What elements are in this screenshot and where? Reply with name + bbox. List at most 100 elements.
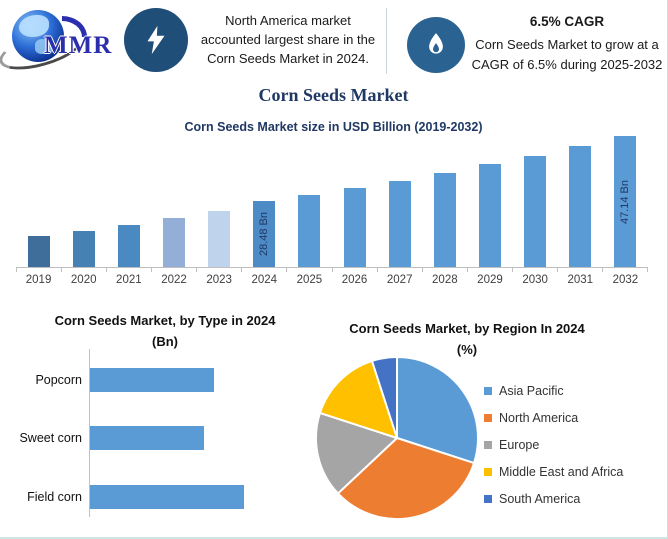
bar-data-label-2032: 47.14 Bn [619,179,632,224]
market-size-chart-title: Corn Seeds Market size in USD Billion (2… [184,120,483,134]
legend-marker [484,467,492,476]
callout-line: North America market [225,13,351,28]
pie-slice-asia-pacific [396,356,479,465]
bar-cell-2027 [377,136,422,267]
legend-item-europe: Europe [484,431,623,458]
y-axis-line [89,349,90,517]
legend-marker [484,494,492,503]
pie-svg [315,355,479,521]
axis-tick [421,268,467,272]
bar-cell-2025 [287,136,332,267]
axis-tick [556,268,602,272]
axis-tick [106,268,151,272]
legend-label: Middle East and Africa [499,464,624,479]
x-axis-labels: 2019 2020 2021 2022 2023 2024 2025 2026 2027 2028… [16,272,648,286]
bar-2027 [388,181,411,267]
legend-marker [484,413,492,422]
bar-2021 [117,225,140,267]
bar-cell-2028 [422,136,467,267]
bottom-accent-line [0,537,667,539]
x-label-2019: 2019 [25,274,52,286]
x-label-2027: 2027 [386,274,413,286]
pie-slice-south-america [370,355,398,439]
legend-item-asia-pacific: Asia Pacific [484,377,623,404]
pie-legend: Asia Pacific North America Europe Middle Ea… [484,377,623,512]
by-region-pie-chart [313,354,481,522]
bar-2024: 28.48 Bn [253,201,276,267]
by-type-chart-title: Corn Seeds Market, by Type in 2024 (Bn) [10,310,320,352]
header-right-callout: 6.5% CAGR Corn Seeds Market to grow at a… [470,12,664,75]
by-type-bar-chart: Popcorn Sweet corn Field corn [0,349,320,519]
callout-line: Corn Seeds Market to grow at a [475,37,659,52]
pie-slice-europe [315,411,398,495]
type-bar [90,485,244,509]
legend-item-north-america: North America [484,404,623,431]
market-size-bar-chart: 28.48 Bn 47.14 Bn 2019 2020 2021 2022 2023 202… [16,136,649,286]
axis-tick [331,268,377,272]
axis-tick [16,268,61,272]
bar-2030 [524,156,547,267]
axis-tick [196,268,241,272]
cagr-title: 6.5% CAGR [529,14,605,29]
pie-slice-north-america [336,437,476,521]
x-label-2028: 2028 [432,274,458,286]
bar-cell-2030 [513,136,558,267]
bar-cell-2022 [151,136,196,267]
type-bar [90,368,214,392]
bar-2025 [298,195,321,267]
by-region-subtitle: (%) [456,342,478,357]
x-label-2020: 2020 [70,274,97,286]
bar-2029 [478,164,501,267]
x-label-2025: 2025 [296,274,323,286]
x-label-2021: 2021 [116,274,142,286]
legend-label: Asia Pacific [499,383,564,398]
by-region-chart-title: Corn Seeds Market, by Region In 2024 (%) [334,318,600,360]
callout-line: Corn Seeds Market in 2024. [207,51,369,66]
header-divider [386,8,387,74]
bar-cell-2021 [106,136,151,267]
x-label-2026: 2026 [341,274,368,286]
axis-tick [511,268,557,272]
mmr-logo: MMR [0,6,124,78]
flame-badge [407,17,465,73]
legend-label: North America [499,410,579,425]
page-title: Corn Seeds Market [258,85,409,105]
lightning-icon [147,25,165,55]
legend-marker [484,386,492,395]
axis-tick [151,268,196,272]
x-label-2030: 2030 [522,274,548,286]
bar-cell-2024: 28.48 Bn [242,136,287,267]
axis-tick [241,268,286,272]
x-label-2031: 2031 [567,274,594,286]
legend-label: Europe [499,437,540,452]
axis-tick [61,268,106,272]
bar-cell-2023 [197,136,242,267]
legend-item-middle-east-and-africa: Middle East and Africa [484,458,623,485]
axis-tick [466,268,512,272]
by-type-subtitle: (Bn) [152,334,178,349]
bar-cell-2029 [467,136,512,267]
type-row-field-corn: Field corn [0,485,320,509]
axis-tick [376,268,422,272]
bar-2020 [72,231,95,267]
bar-2019 [27,236,50,267]
x-axis-ticks [16,268,649,272]
callout-line: CAGR of 6.5% during 2025-2032 [471,57,663,72]
x-label-2023: 2023 [206,274,232,286]
axis-tick [602,268,649,272]
legend-marker [484,440,492,449]
bar-cell-2019 [16,136,61,267]
bar-2031 [569,146,592,267]
x-label-2032: 2032 [612,274,639,286]
type-row-popcorn: Popcorn [0,368,320,392]
lightning-badge [124,8,188,72]
globe-icon [12,10,64,62]
x-label-2024: 2024 [251,274,278,286]
bar-data-label-2024: 28.48 Bn [258,211,271,257]
legend-label: South America [499,491,581,506]
x-label-2022: 2022 [161,274,187,286]
flame-icon [429,33,443,54]
by-region-title-line: Corn Seeds Market, by Region In 2024 [349,321,585,336]
header-left-callout: North America market accounted largest s… [194,11,382,68]
bar-cell-2031 [558,136,603,267]
